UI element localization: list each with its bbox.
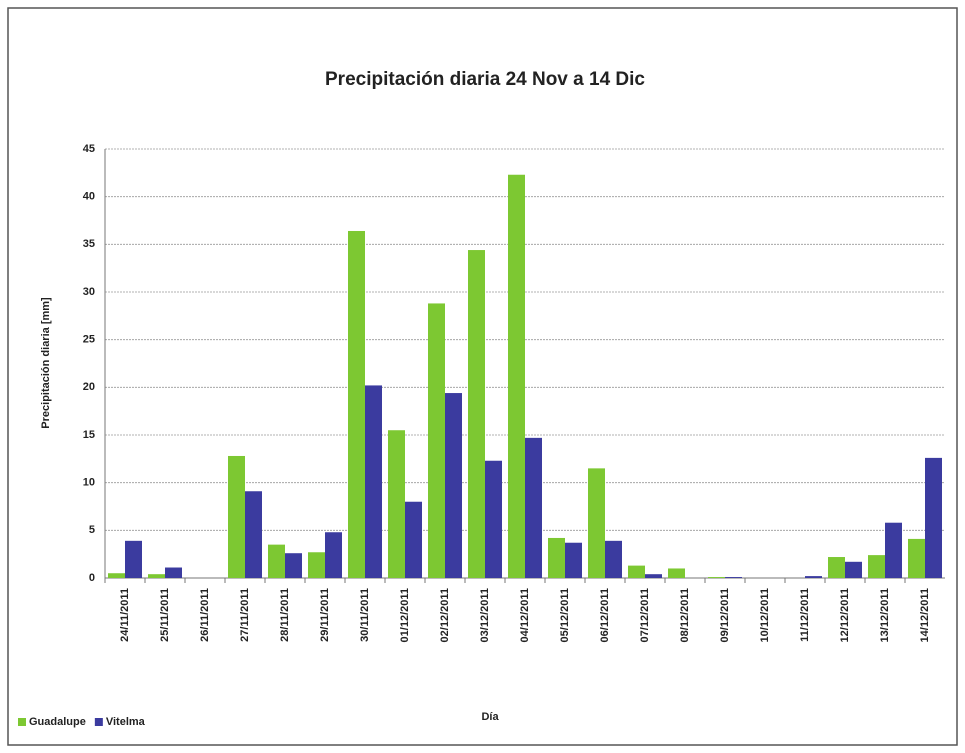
legend-swatch	[94, 718, 103, 726]
bar	[108, 573, 125, 578]
bar	[148, 574, 165, 578]
x-tick-label: 01/12/2011	[399, 588, 411, 642]
bar	[165, 567, 182, 578]
x-tick-label: 11/12/2011	[799, 588, 811, 642]
bar	[868, 555, 885, 578]
y-tick-label: 10	[83, 477, 95, 489]
x-axis-label: Día	[481, 711, 499, 723]
bar	[565, 542, 582, 578]
bar	[445, 393, 462, 578]
bar	[548, 537, 565, 578]
x-tick-label: 05/12/2011	[559, 588, 571, 642]
bar	[348, 230, 365, 578]
bar	[805, 576, 822, 578]
y-tick-label: 20	[83, 381, 95, 393]
bar	[125, 540, 142, 578]
bar	[228, 455, 245, 578]
x-tick-label: 25/11/2011	[159, 588, 171, 642]
bar	[468, 250, 485, 578]
x-tick-label: 03/12/2011	[479, 588, 491, 642]
x-tick-label: 27/11/2011	[239, 588, 251, 642]
x-tick-label: 10/12/2011	[759, 588, 771, 642]
y-tick-label: 5	[89, 524, 95, 536]
y-tick-label: 40	[83, 191, 95, 203]
y-tick-label: 35	[83, 238, 95, 250]
bar	[645, 574, 662, 578]
x-tick-label: 24/11/2011	[119, 588, 131, 642]
x-tick-label: 04/12/2011	[519, 588, 531, 642]
bar	[605, 540, 622, 578]
x-tick-label: 29/11/2011	[319, 588, 331, 642]
bar	[708, 577, 725, 578]
legend-label: Vitelma	[106, 716, 146, 728]
bar	[405, 501, 422, 578]
bar	[508, 174, 525, 579]
y-tick-label: 45	[83, 143, 95, 155]
bar	[885, 522, 902, 578]
x-tick-label: 09/12/2011	[719, 588, 731, 642]
bar	[325, 532, 342, 578]
bar	[485, 460, 502, 578]
x-tick-label: 14/12/2011	[919, 588, 931, 642]
bar	[308, 552, 325, 578]
bar	[388, 430, 405, 578]
bar	[525, 437, 542, 578]
y-tick-label: 25	[83, 334, 95, 346]
bar	[908, 538, 925, 578]
bar	[845, 561, 862, 578]
bar	[668, 568, 685, 578]
x-tick-label: 13/12/2011	[879, 588, 891, 642]
y-tick-label: 15	[83, 429, 95, 441]
y-axis-label: Precipitación diaria [mm]	[40, 297, 52, 429]
x-tick-label: 08/12/2011	[679, 588, 691, 642]
bar	[725, 577, 742, 578]
bar	[588, 468, 605, 578]
y-tick-label: 0	[89, 572, 95, 584]
bar	[925, 457, 942, 578]
x-tick-label: 28/11/2011	[279, 588, 291, 642]
bar	[628, 565, 645, 578]
x-tick-label: 26/11/2011	[199, 588, 211, 642]
bar	[365, 385, 382, 578]
bar	[828, 557, 845, 578]
x-tick-label: 02/12/2011	[439, 588, 451, 642]
chart-title: Precipitación diaria 24 Nov a 14 Dic	[325, 69, 645, 90]
bar	[428, 303, 445, 578]
bar	[245, 491, 262, 578]
legend-swatch	[18, 718, 26, 726]
x-tick-label: 30/11/2011	[359, 588, 371, 642]
bar	[285, 553, 302, 578]
y-tick-label: 30	[83, 286, 95, 298]
bar	[268, 544, 285, 578]
x-tick-label: 06/12/2011	[599, 588, 611, 642]
x-tick-label: 12/12/2011	[839, 588, 851, 642]
legend-label: Guadalupe	[29, 716, 86, 728]
x-tick-label: 07/12/2011	[639, 588, 651, 642]
